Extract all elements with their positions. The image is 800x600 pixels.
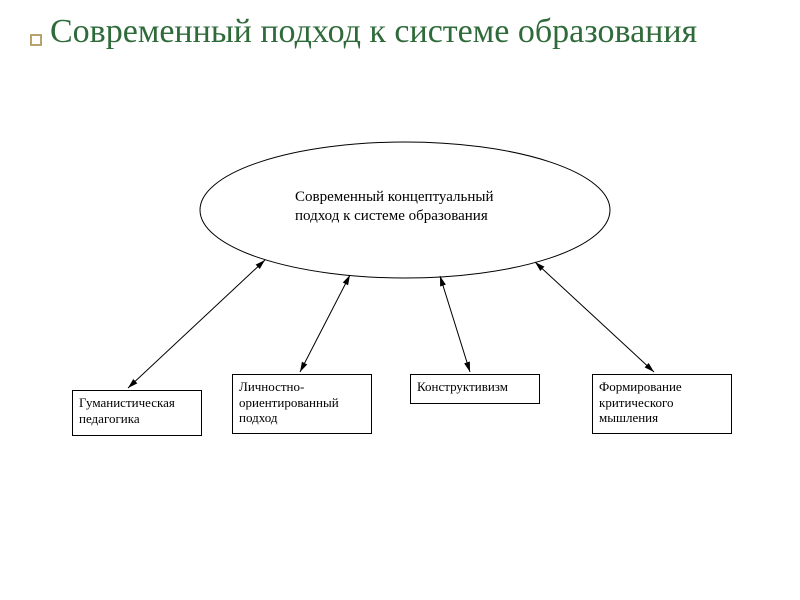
concept-box-b3: Конструктивизм xyxy=(410,374,540,404)
concept-box-line: ориентированный xyxy=(239,395,365,411)
concept-box-line: Личностно- xyxy=(239,379,365,395)
concept-box-line: мышления xyxy=(599,410,725,426)
concept-box-line: Конструктивизм xyxy=(417,379,533,395)
concept-box-line: критического xyxy=(599,395,725,411)
central-ellipse-label: Современный концептуальныйподход к систе… xyxy=(295,188,555,226)
ellipse-label-line: Современный концептуальный xyxy=(295,188,555,207)
slide: Современный подход к системе образования… xyxy=(0,0,800,600)
concept-box-b1: Гуманистическаяпедагогика xyxy=(72,390,202,436)
concept-box-line: педагогика xyxy=(79,411,195,427)
diagram-edges xyxy=(128,260,654,388)
concept-box-line: Гуманистическая xyxy=(79,395,195,411)
concept-box-line: подход xyxy=(239,410,365,426)
concept-box-b4: Формированиекритическогомышления xyxy=(592,374,732,434)
concept-box-b2: Личностно-ориентированныйподход xyxy=(232,374,372,434)
ellipse-label-line: подход к системе образования xyxy=(295,207,555,226)
concept-box-line: Формирование xyxy=(599,379,725,395)
concept-diagram xyxy=(0,0,800,600)
